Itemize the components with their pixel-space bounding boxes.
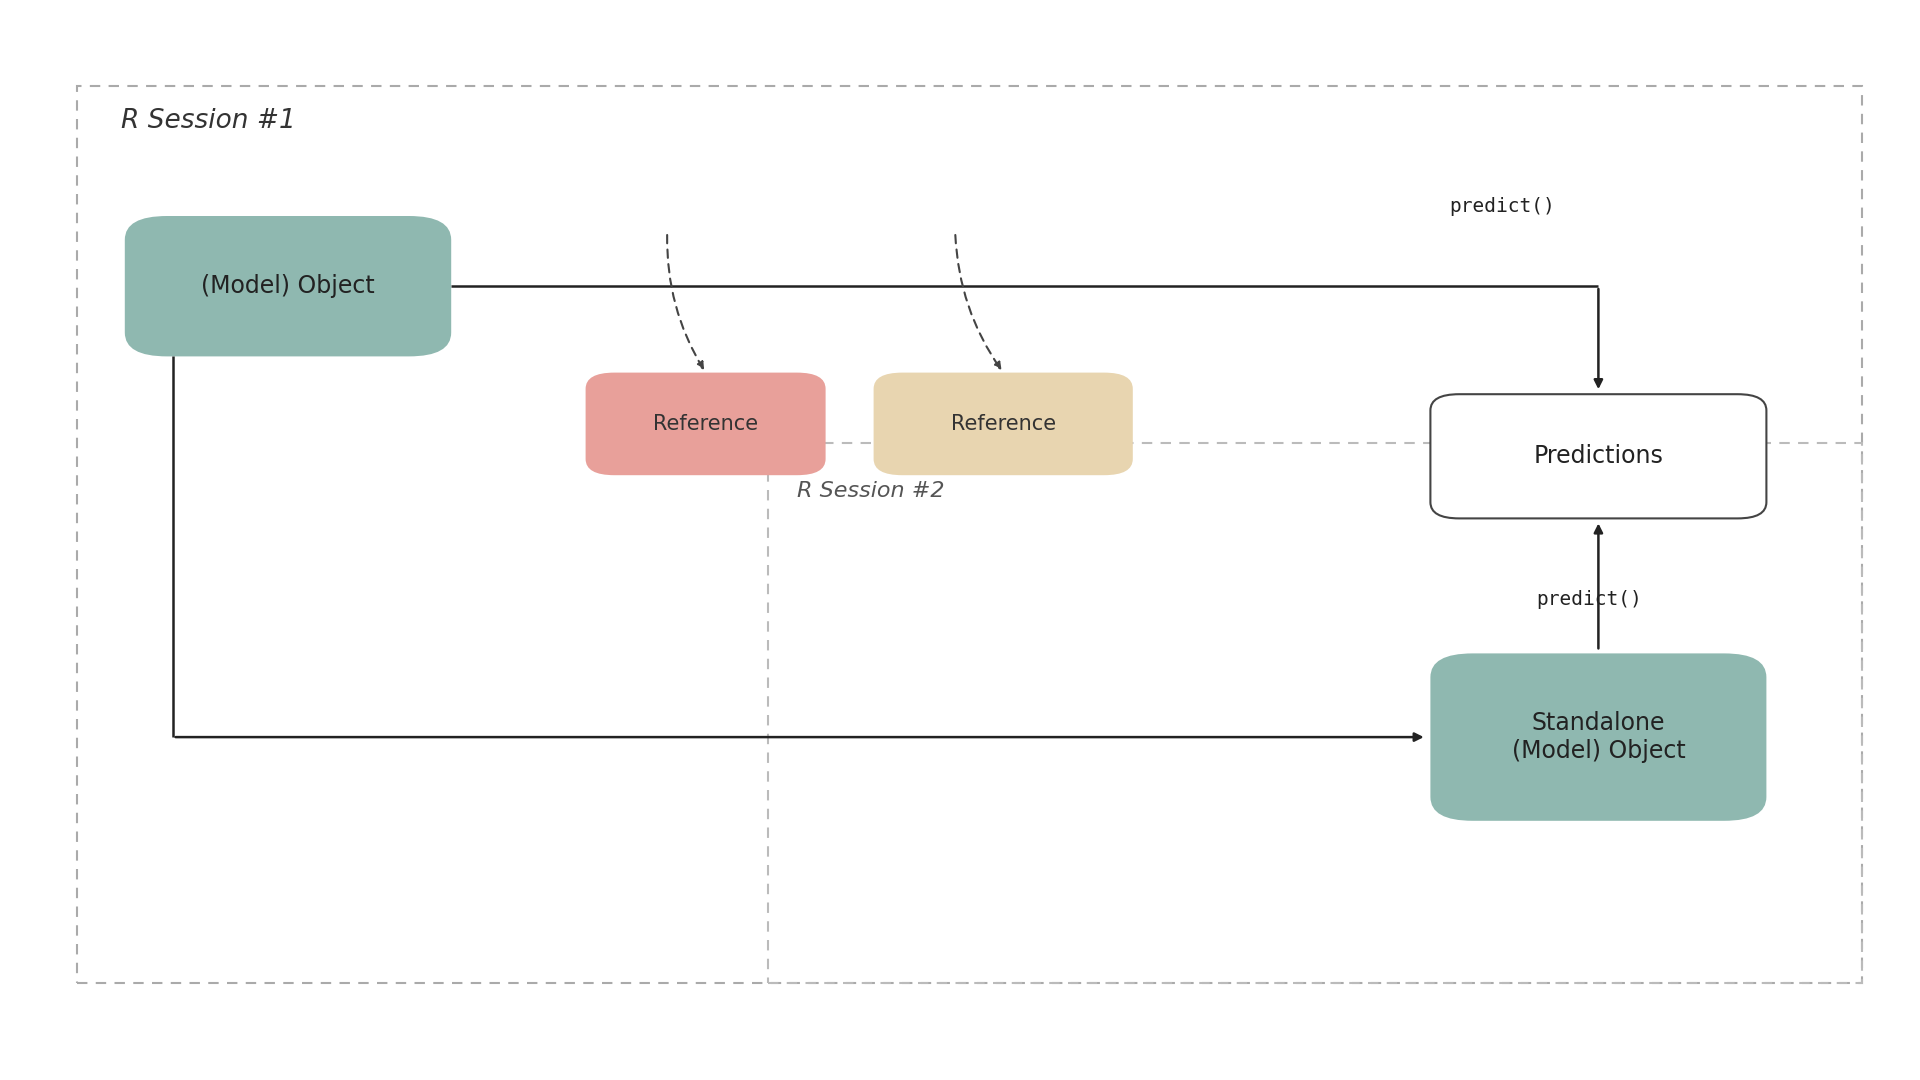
FancyBboxPatch shape — [1430, 653, 1766, 821]
Text: Predictions: Predictions — [1534, 444, 1663, 469]
Text: Reference: Reference — [653, 414, 758, 434]
Text: predict(): predict() — [1450, 197, 1555, 216]
FancyBboxPatch shape — [586, 373, 826, 475]
Text: R Session #2: R Session #2 — [797, 481, 945, 501]
Text: (Model) Object: (Model) Object — [202, 274, 374, 298]
Text: Reference: Reference — [950, 414, 1056, 434]
FancyBboxPatch shape — [1430, 394, 1766, 518]
Text: predict(): predict() — [1536, 590, 1642, 609]
FancyBboxPatch shape — [874, 373, 1133, 475]
Text: Standalone
(Model) Object: Standalone (Model) Object — [1511, 712, 1686, 762]
FancyBboxPatch shape — [125, 216, 451, 356]
Text: R Session #1: R Session #1 — [121, 108, 296, 134]
